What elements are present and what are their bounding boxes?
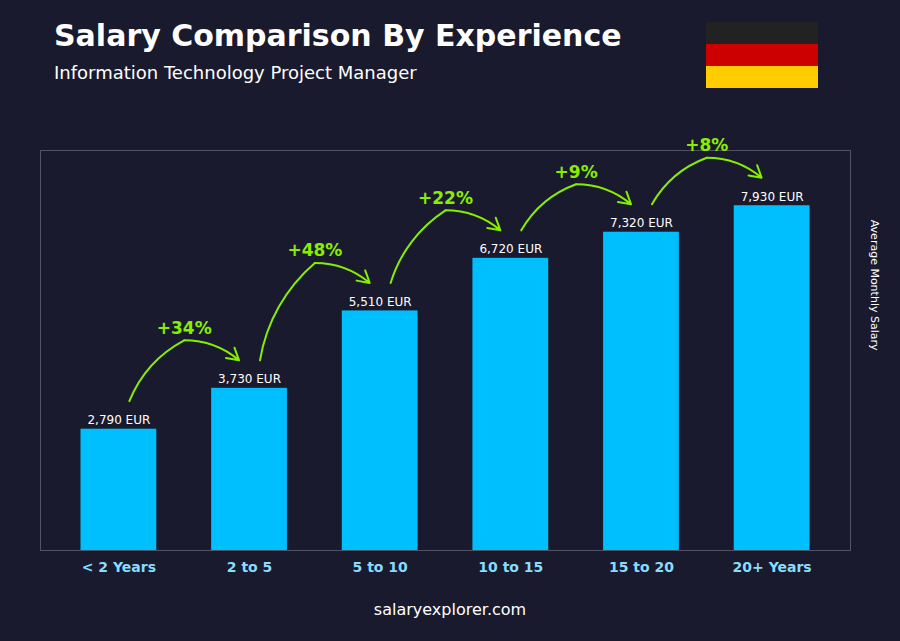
svg-text:10 to 15: 10 to 15: [478, 559, 543, 575]
svg-text:20+ Years: 20+ Years: [733, 559, 812, 575]
html-text:salaryexplorer.com: salaryexplorer.com: [373, 600, 527, 619]
html-text:Information Technology Project: Information Technology Project Manager: [54, 62, 417, 83]
svg-text:+22%: +22%: [418, 188, 473, 208]
svg-text:5 to 10: 5 to 10: [353, 559, 409, 575]
svg-text:2 to 5: 2 to 5: [227, 559, 273, 575]
svg-text:6,720 EUR: 6,720 EUR: [479, 242, 542, 256]
svg-text:2,790 EUR: 2,790 EUR: [87, 413, 150, 427]
svg-text:+48%: +48%: [287, 240, 342, 260]
svg-text:Average Monthly Salary: Average Monthly Salary: [868, 220, 881, 351]
svg-text:+8%: +8%: [685, 135, 728, 155]
svg-text:3,730 EUR: 3,730 EUR: [218, 372, 281, 386]
html-text:Salary Comparison By Experienc: Salary Comparison By Experience: [54, 18, 622, 53]
svg-text:5,510 EUR: 5,510 EUR: [349, 295, 412, 309]
svg-text:15 to 20: 15 to 20: [609, 559, 674, 575]
svg-text:7,320 EUR: 7,320 EUR: [610, 216, 673, 230]
svg-text:7,930 EUR: 7,930 EUR: [741, 190, 804, 204]
svg-text:+34%: +34%: [157, 318, 212, 338]
svg-text:+9%: +9%: [555, 162, 598, 182]
svg-text:< 2 Years: < 2 Years: [82, 559, 156, 575]
